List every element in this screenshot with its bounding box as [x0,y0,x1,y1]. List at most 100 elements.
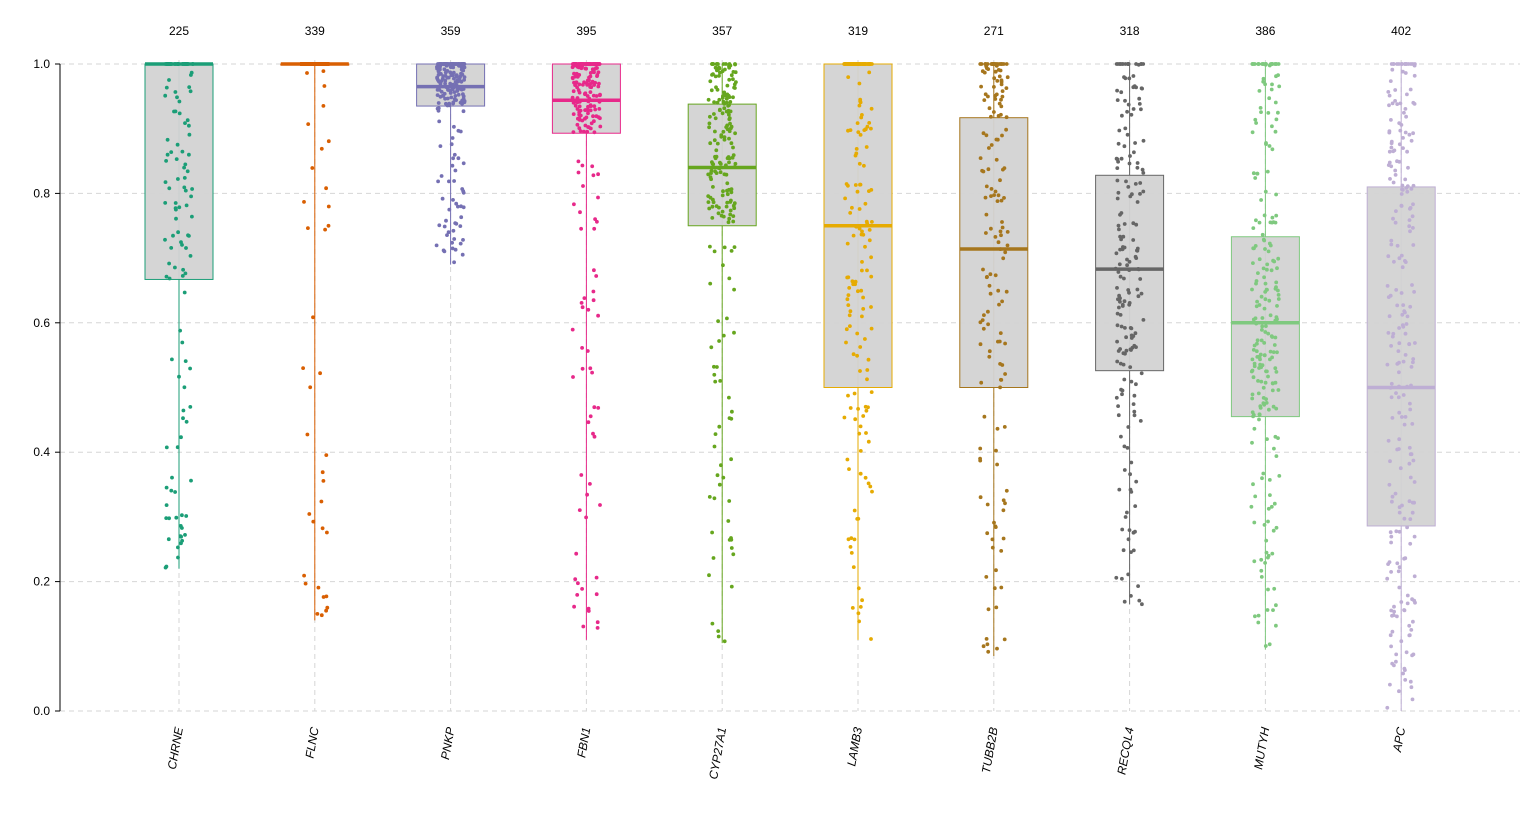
data-point [1259,568,1264,573]
data-point [170,357,174,362]
data-point [1124,348,1129,353]
data-point [728,121,732,126]
data-point [596,70,601,75]
data-point [173,490,178,494]
data-point [713,116,718,121]
data-point [1004,289,1009,294]
data-point [570,76,575,81]
data-point [706,97,711,102]
data-point [452,260,456,265]
data-point [598,116,602,121]
data-point [592,70,596,75]
data-point [1412,102,1417,106]
data-point [1126,537,1131,542]
data-point [1409,187,1414,191]
data-point [1256,613,1261,618]
data-point [1397,370,1401,375]
data-point [1395,243,1400,248]
data-point [588,90,593,94]
data-point [1269,268,1274,273]
data-point [1397,585,1402,590]
data-point [1119,434,1123,439]
data-point [1115,286,1119,290]
data-point [1389,534,1394,539]
data-point [855,121,860,125]
data-point [1399,253,1404,258]
data-point [459,215,464,220]
data-point [986,607,991,612]
data-point [1252,426,1257,431]
data-point [1262,213,1267,218]
data-point [1408,541,1413,546]
data-point [594,114,599,119]
data-point [1259,198,1263,202]
data-point [1268,62,1273,66]
data-point [861,295,865,300]
data-point [1394,529,1399,534]
data-point [995,426,1000,431]
data-point [862,163,866,168]
data-point [1271,350,1276,354]
data-point [1397,529,1402,534]
data-point [854,151,859,156]
data-point [1268,243,1273,248]
data-point [869,188,874,192]
data-point [460,101,464,106]
data-point [984,231,988,235]
data-point [1401,671,1405,676]
data-point [1272,446,1276,451]
data-point [190,214,194,219]
data-point [721,189,725,194]
data-point [1395,447,1400,452]
box [1366,186,1436,527]
data-point [858,100,863,105]
data-point [571,375,575,379]
data-point [1139,371,1144,376]
data-point [461,190,466,195]
data-point [437,119,442,124]
data-point [1276,297,1281,301]
data-point [846,393,850,398]
data-point [321,595,326,599]
data-point [1131,221,1136,226]
data-point [850,205,854,210]
data-point [725,200,730,205]
data-point [445,96,450,101]
data-point [1389,608,1394,613]
data-point [1123,126,1128,131]
data-point [851,282,856,287]
data-point [1121,351,1126,356]
data-point [733,62,737,67]
data-point [189,478,193,483]
data-point [181,408,186,413]
data-point [1404,114,1408,119]
data-point [1273,100,1278,105]
data-point [319,613,324,618]
data-point [588,85,593,89]
data-point [1388,633,1393,638]
data-point [1116,413,1121,418]
data-point [454,221,459,226]
data-point [850,62,854,66]
data-point [728,109,733,114]
data-point [306,226,310,231]
data-point [713,129,717,134]
data-point [1265,437,1269,441]
data-point [1135,200,1140,204]
data-point [177,374,181,379]
data-point [1263,62,1268,66]
data-point [448,91,453,95]
data-point [861,232,866,237]
data-point [1395,102,1400,106]
data-point [857,161,862,166]
data-point [167,276,172,281]
data-point [1259,575,1264,579]
data-point [1394,391,1398,395]
data-point [180,149,185,154]
data-point [1131,548,1136,553]
data-point [182,176,187,180]
data-point [1264,324,1268,328]
data-point [1135,246,1140,251]
data-point [860,268,864,273]
data-point [593,107,598,112]
